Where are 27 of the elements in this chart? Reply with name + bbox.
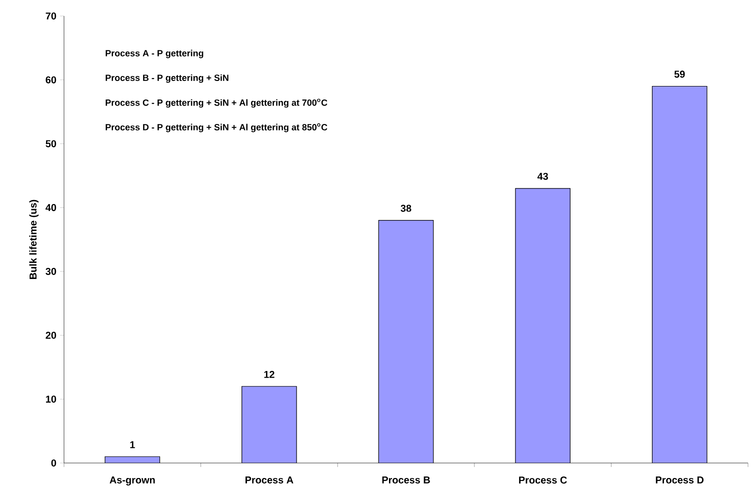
x-tick-label: As-grown: [110, 476, 155, 486]
annotation: Process A - P gettering: [106, 50, 204, 58]
x-tick-label: Process B: [382, 476, 430, 484]
annotation: Process D - P gettering + SiN + Al gettering at 850$^{o}$C: [106, 123, 328, 132]
annotation: Process B - P gettering + SiN: [106, 74, 228, 83]
y-tick-label: 50: [46, 140, 56, 148]
bar: [652, 86, 708, 463]
y-tick-label: 30: [46, 268, 56, 275]
y-tick-label: 20: [46, 332, 56, 339]
data-label: 59: [674, 70, 685, 78]
y-tick-label: 0: [51, 459, 56, 467]
bar: [378, 220, 434, 463]
x-tick-label: Process D: [656, 476, 704, 484]
x-tick-label: Process A: [246, 476, 294, 484]
data-label: 43: [537, 172, 548, 180]
y-tick-label: 10: [46, 396, 56, 403]
x-tick-label: Process C: [519, 476, 567, 484]
y-tick-label: 70: [46, 12, 56, 20]
y-tick-label: 60: [46, 76, 56, 84]
bar: [515, 188, 570, 463]
data-label: 12: [264, 370, 274, 378]
annotation: Process C - P gettering + SiN + Al gettering at 700$^{o}$C: [106, 98, 328, 108]
data-label: 38: [400, 204, 412, 212]
y-axis-title: Bulk lifetime (us): [29, 200, 39, 279]
data-label: 1: [130, 441, 135, 448]
y-tick-label: 40: [46, 204, 56, 212]
bar: [242, 386, 297, 463]
